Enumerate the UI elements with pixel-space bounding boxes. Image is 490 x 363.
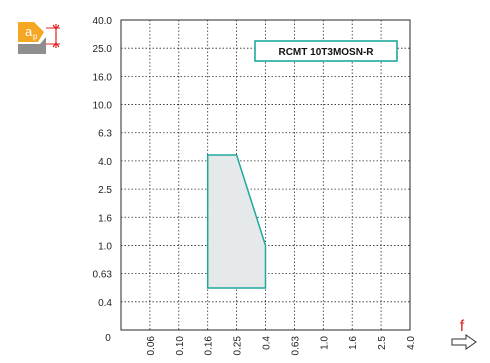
x-tick-label: 0.06 xyxy=(146,336,157,356)
x-tick-label: 0.63 xyxy=(290,336,301,356)
depth-of-cut-icon: a p xyxy=(18,22,62,54)
x-tick-label: 0 xyxy=(105,333,111,344)
x-tick-label: 1.6 xyxy=(348,336,359,350)
badge-subscript: p xyxy=(33,32,38,41)
y-tick-label: 4.0 xyxy=(98,157,112,168)
x-tick-label: 0.4 xyxy=(262,336,273,350)
y-tick-labels: 0.4 0.63 1.0 1.6 2.5 4.0 6.3 10.0 16.0 25.0 40.0 xyxy=(93,16,113,309)
y-tick-label: 1.0 xyxy=(98,241,112,252)
y-tick-label: 25.0 xyxy=(93,44,113,55)
x-tick-label: 0.25 xyxy=(233,336,244,356)
y-tick-label: 40.0 xyxy=(93,16,113,27)
cutting-region-polygon xyxy=(206,154,267,289)
y-tick-label: 0.63 xyxy=(93,270,113,281)
chart-title-box: RCMT 10T3MOSN-R xyxy=(254,40,398,62)
badge-symbol: a xyxy=(25,24,33,39)
x-tick-labels: 0 0.06 0.10 0.16 0.25 0.4 0.63 1.0 1.6 2.5 4.0 xyxy=(105,333,417,355)
x-tick-label: 0.10 xyxy=(175,336,186,356)
chart-title: RCMT 10T3MOSN-R xyxy=(278,47,374,58)
y-tick-label: 1.6 xyxy=(98,213,112,224)
cutting-region xyxy=(206,154,267,289)
right-arrow-outline-icon xyxy=(451,334,477,350)
x-axis-label: f xyxy=(460,318,465,335)
y-tick-label: 6.3 xyxy=(98,129,112,140)
x-tick-label: 1.0 xyxy=(319,336,330,350)
y-tick-label: 16.0 xyxy=(93,72,113,83)
x-tick-label: 0.16 xyxy=(204,336,215,356)
plot-frame xyxy=(120,19,411,331)
y-tick-label: 10.0 xyxy=(93,101,113,112)
y-tick-label: 0.4 xyxy=(98,298,112,309)
x-tick-label: 2.5 xyxy=(377,336,388,350)
x-tick-label: 4.0 xyxy=(406,336,417,350)
y-tick-label: 2.5 xyxy=(98,185,112,196)
